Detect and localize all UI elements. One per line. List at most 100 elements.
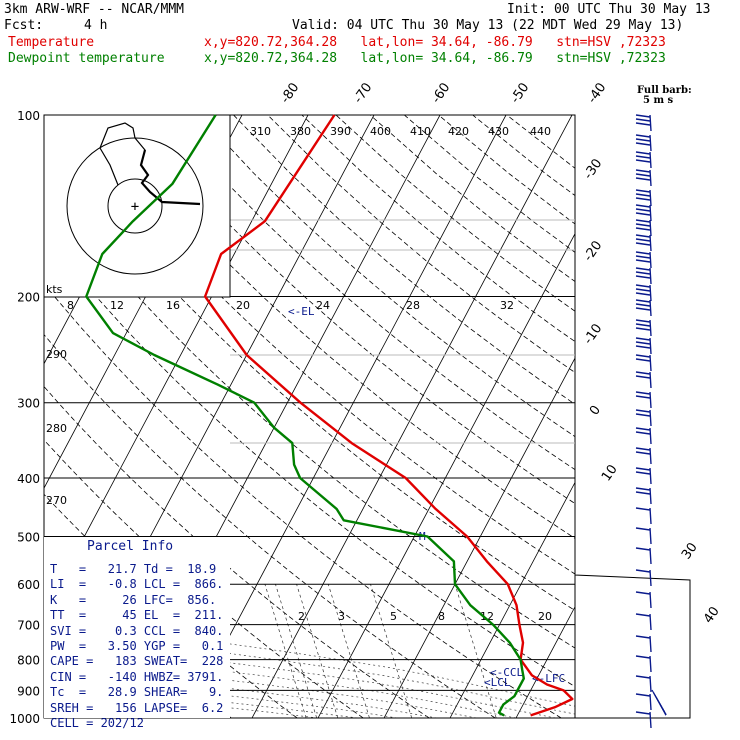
lcl-label: <LCL [484,676,511,689]
mixing-ratio-label: 20 [236,299,250,312]
parcel-info-row: SREH = 156 LAPSE= 6.2 [50,700,224,715]
barb-key-line1: Full barb: [637,85,692,96]
dry-adiabat-line [472,115,575,197]
wind-barb-staff [649,527,652,545]
wind-barb-flag [635,371,651,375]
dry-adiabat-line [267,115,575,374]
hodograph: + kts [43,114,231,298]
wind-barb-staff [649,299,652,317]
wind-barb-flag [635,507,651,511]
wind-barb-flag [635,487,651,491]
dry-adiabat-line [44,183,575,649]
parcel-info-box [44,537,230,718]
wind-barb-flag [635,431,651,435]
wind-barb-staff [649,204,652,222]
wind-barb-staff [649,507,652,525]
wind-barb-staff [649,234,652,252]
pressure-tick-label: 600 [17,578,40,592]
wind-barb-flag [635,354,651,358]
top-temp-label: -40 [585,80,609,106]
wind-barb-staff [649,635,652,653]
dry-adiabat-line [335,115,575,312]
wind-barb-staff [649,284,652,302]
wind-barb-flag [635,227,651,231]
theta-label: 410 [410,125,431,138]
wind-barb-flag [635,223,651,227]
pressure-tick-label: 700 [17,619,40,633]
mixing-ratio-label: 24 [316,299,330,312]
wind-barb-staff [649,591,652,609]
isotherm-line [515,605,575,718]
theta-label: 440 [530,125,551,138]
hodograph-trace-bold [139,149,201,206]
wind-barb-flag [635,292,651,296]
wind-barb-flag [635,189,651,193]
dewpoint-legend: Dewpoint temperature [8,51,165,66]
wind-barb-flag [635,122,651,126]
isotherm-line [185,115,507,718]
parcel-info-row: LI = -0.8 LCL = 866. [50,577,224,592]
wind-barb-flag [635,547,651,551]
right-temp-label: 40 [701,604,723,626]
wind-barb-flag [635,259,651,263]
theta-label: 380 [290,125,311,138]
top-temp-label: -70 [351,80,375,106]
init-time: Init: 00 UTC Thu 30 May 13 [507,2,711,17]
mixing-ratio-line [275,584,318,718]
theta-label: 420 [448,125,469,138]
wind-barb-flag [635,208,651,212]
wind-barb-flag [635,413,651,417]
right-temp-label: 10 [599,462,621,484]
sounding-traces [44,114,574,718]
wind-barb-staff [649,467,652,485]
isotherm-line [251,115,573,718]
theta-low-label: 290 [46,348,67,361]
fcst-label: Fcst: [4,18,44,33]
mixing-ratio-line [296,584,339,718]
wind-barb-flag [635,177,651,181]
wind-barb-staff [649,569,652,587]
wind-barb-flag [635,138,651,142]
wind-barb-flag [635,471,651,475]
wind-barb-flag [635,655,651,659]
hodograph-origin: + [131,199,139,215]
wind-barb-staff [649,189,652,207]
mixing-ratio-label: 8 [67,299,74,312]
parcel-info-row: SVI = 0.3 CCL = 840. [50,623,224,638]
dry-adiabat-line [233,115,575,405]
wind-barb-flag [635,693,651,697]
wind-barb-flag [635,275,651,279]
parcel-info-row: T = 21.7 Td = 18.9 [50,562,217,576]
wind-barb-flag [635,284,651,288]
dry-adiabat-line [44,334,496,718]
parcel-info-row: CELL = 202/12 [50,716,144,731]
wind-barb-staff [649,427,652,445]
right-temp-label: -20 [581,238,605,264]
wind-barb-staff [649,219,652,237]
wind-barb-flag [635,307,651,311]
wind-barb-flag [635,155,651,159]
wind-barb-staff [649,267,652,285]
wind-barb-flag [635,569,651,573]
wind-barb-staff [649,409,652,427]
mixing-ratio-label: 32 [500,299,514,312]
wind-barb-staff [649,711,652,729]
isotherm-line [714,115,740,718]
pressure-tick-label: 100 [17,109,40,123]
wind-barb-flag [635,591,651,595]
wind-barb-staff [649,354,652,372]
isotherm-line [383,357,575,718]
wind-barb-flag [635,271,651,275]
right-temp-label: 30 [679,540,701,562]
wind-barb-staff [649,169,652,187]
wind-barb-flag [635,323,651,327]
mixing-ratio-label: 28 [406,299,420,312]
wind-barb-staff [649,319,652,337]
mixing-low-label: 8 [438,610,445,623]
wind-barb-flag [635,142,651,146]
wind-barb-flag [635,251,651,255]
wind-barb-flag [635,193,651,197]
wind-barb-flag [635,255,651,259]
